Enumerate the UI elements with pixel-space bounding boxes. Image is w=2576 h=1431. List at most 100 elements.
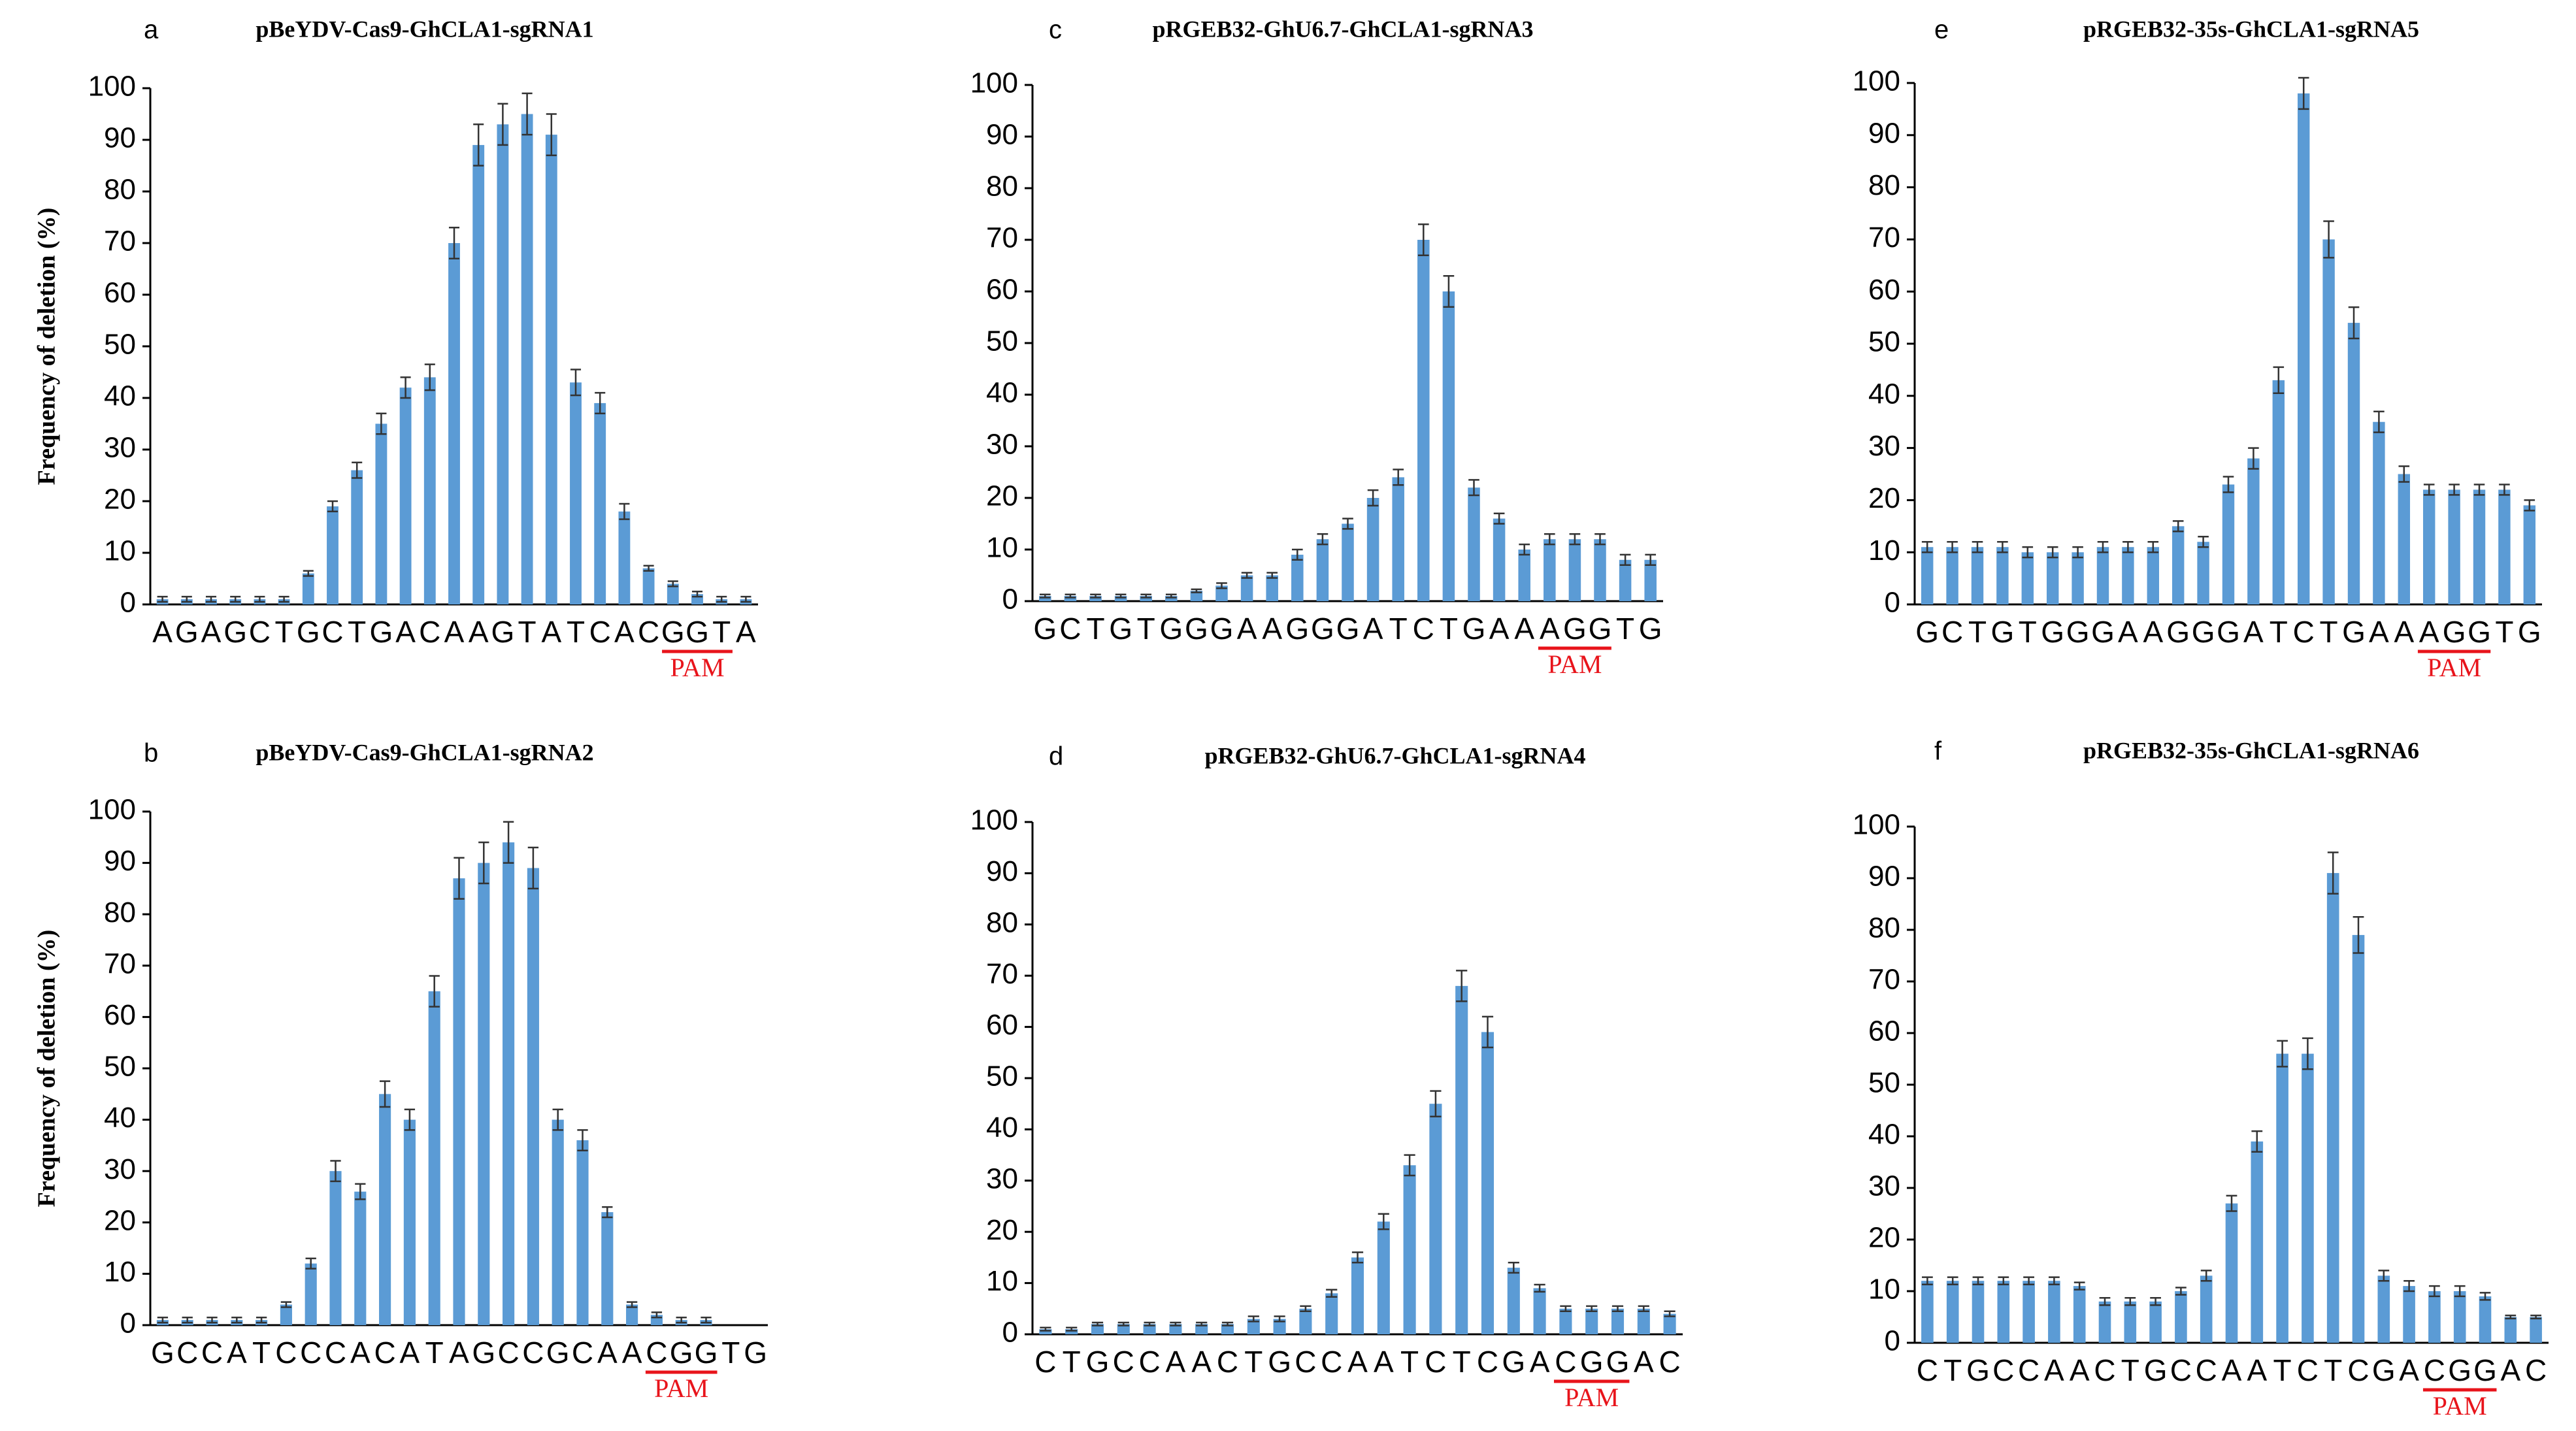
bar	[1325, 1293, 1338, 1334]
x-tick-label: T	[712, 615, 731, 649]
bar	[2021, 552, 2034, 604]
chart-title: pRGEB32-35s-GhCLA1-sgRNA6	[2083, 737, 2419, 763]
x-tick-label: G	[2066, 615, 2090, 649]
panel-letter: a	[144, 16, 159, 44]
y-tick-label: 0	[1002, 584, 1018, 616]
x-tick-label: T	[1968, 615, 1987, 649]
x-tick-label: T	[252, 1336, 271, 1370]
x-tick-label: G	[1336, 612, 1360, 646]
y-tick-label: 0	[1885, 1325, 1900, 1357]
x-tick-label: G	[1639, 612, 1662, 646]
x-tick-label: A	[1634, 1345, 1654, 1379]
x-tick-label: A	[2419, 615, 2439, 649]
y-tick-label: 10	[104, 1256, 136, 1288]
y-axis-label: Frequency of deletion (%)	[33, 208, 61, 485]
bar	[2403, 1286, 2415, 1343]
x-tick-label: C	[1138, 1345, 1160, 1379]
bar	[594, 403, 606, 604]
y-tick-label: 50	[986, 325, 1018, 357]
x-tick-label: C	[522, 1336, 544, 1370]
bar	[478, 863, 490, 1325]
y-tick-label: 50	[104, 329, 136, 361]
x-tick-label: A	[1540, 612, 1560, 646]
y-tick-label: 50	[986, 1061, 1018, 1093]
bar	[1946, 547, 1958, 604]
x-tick-label: T	[1440, 612, 1458, 646]
bar	[1064, 596, 1077, 601]
x-tick-label: G	[1580, 1345, 1604, 1379]
x-tick-label: G	[151, 1336, 174, 1370]
x-tick-label: C	[201, 1336, 223, 1370]
x-tick-label: G	[2448, 1353, 2471, 1387]
bar	[1291, 554, 1304, 601]
pam-label: PAM	[2427, 653, 2481, 682]
x-tick-label: C	[1295, 1345, 1316, 1379]
bar	[1165, 596, 1178, 601]
bar	[601, 1212, 614, 1325]
bar	[1518, 550, 1530, 601]
bar	[497, 124, 509, 605]
bar	[503, 842, 515, 1325]
bar	[1417, 240, 1430, 601]
y-tick-label: 60	[104, 277, 136, 309]
x-tick-label: G	[2372, 1353, 2396, 1387]
y-tick-label: 30	[986, 1162, 1018, 1194]
bar	[1316, 539, 1329, 601]
y-tick-label: 60	[104, 999, 136, 1031]
x-tick-label: A	[227, 1336, 247, 1370]
bar	[552, 1119, 564, 1325]
x-tick-label: C	[1992, 1353, 2014, 1387]
bar	[428, 991, 440, 1325]
y-tick-label: 60	[1868, 274, 1900, 306]
x-tick-label: T	[1063, 1345, 1081, 1379]
x-tick-label: A	[2143, 615, 2163, 649]
bar	[1568, 539, 1581, 601]
bar	[1065, 1329, 1078, 1334]
y-tick-label: 40	[986, 1111, 1018, 1143]
pam-label: PAM	[1547, 650, 1602, 679]
x-tick-label: C	[1034, 1345, 1056, 1379]
bar	[570, 382, 582, 604]
x-tick-label: T	[1244, 1345, 1263, 1379]
x-tick-label: C	[572, 1336, 593, 1370]
y-tick-label: 90	[104, 122, 136, 154]
x-tick-label: A	[449, 1336, 469, 1370]
y-tick-label: 100	[970, 67, 1018, 99]
y-tick-label: 70	[1868, 964, 1900, 996]
y-tick-label: 60	[986, 1009, 1018, 1041]
x-tick-label: T	[2019, 615, 2037, 649]
x-tick-label: T	[1137, 612, 1155, 646]
bar	[302, 573, 314, 604]
x-tick-label: C	[322, 615, 343, 649]
bar	[2124, 1301, 2137, 1343]
x-tick-label: A	[1489, 612, 1510, 646]
bar	[1351, 1257, 1364, 1334]
y-tick-label: 20	[986, 1214, 1018, 1246]
x-tick-label: G	[297, 615, 320, 649]
bar	[576, 1140, 589, 1325]
x-tick-label: A	[2247, 1353, 2267, 1387]
bar	[1299, 1308, 1312, 1334]
bar	[403, 1119, 416, 1325]
bar	[1442, 291, 1455, 601]
x-tick-label: A	[622, 1336, 642, 1370]
bar	[1247, 1319, 1260, 1334]
x-tick-label: A	[2394, 615, 2414, 649]
y-tick-label: 70	[986, 222, 1018, 254]
bar	[2322, 239, 2335, 604]
panel-letter: e	[1934, 16, 1949, 44]
bar	[1140, 596, 1152, 601]
x-tick-label: A	[2243, 615, 2264, 649]
x-tick-label: C	[1477, 1345, 1498, 1379]
x-tick-label: C	[2525, 1353, 2547, 1387]
x-tick-label: G	[2468, 615, 2491, 649]
bar	[1221, 1324, 1234, 1334]
bar	[423, 377, 436, 604]
x-tick-label: G	[1159, 612, 1183, 646]
y-tick-label: 90	[1868, 861, 1900, 893]
x-tick-label: C	[1321, 1345, 1342, 1379]
bar	[453, 878, 465, 1325]
y-tick-label: 0	[1885, 587, 1900, 619]
x-tick-label: G	[1606, 1345, 1630, 1379]
bar	[2222, 484, 2235, 604]
